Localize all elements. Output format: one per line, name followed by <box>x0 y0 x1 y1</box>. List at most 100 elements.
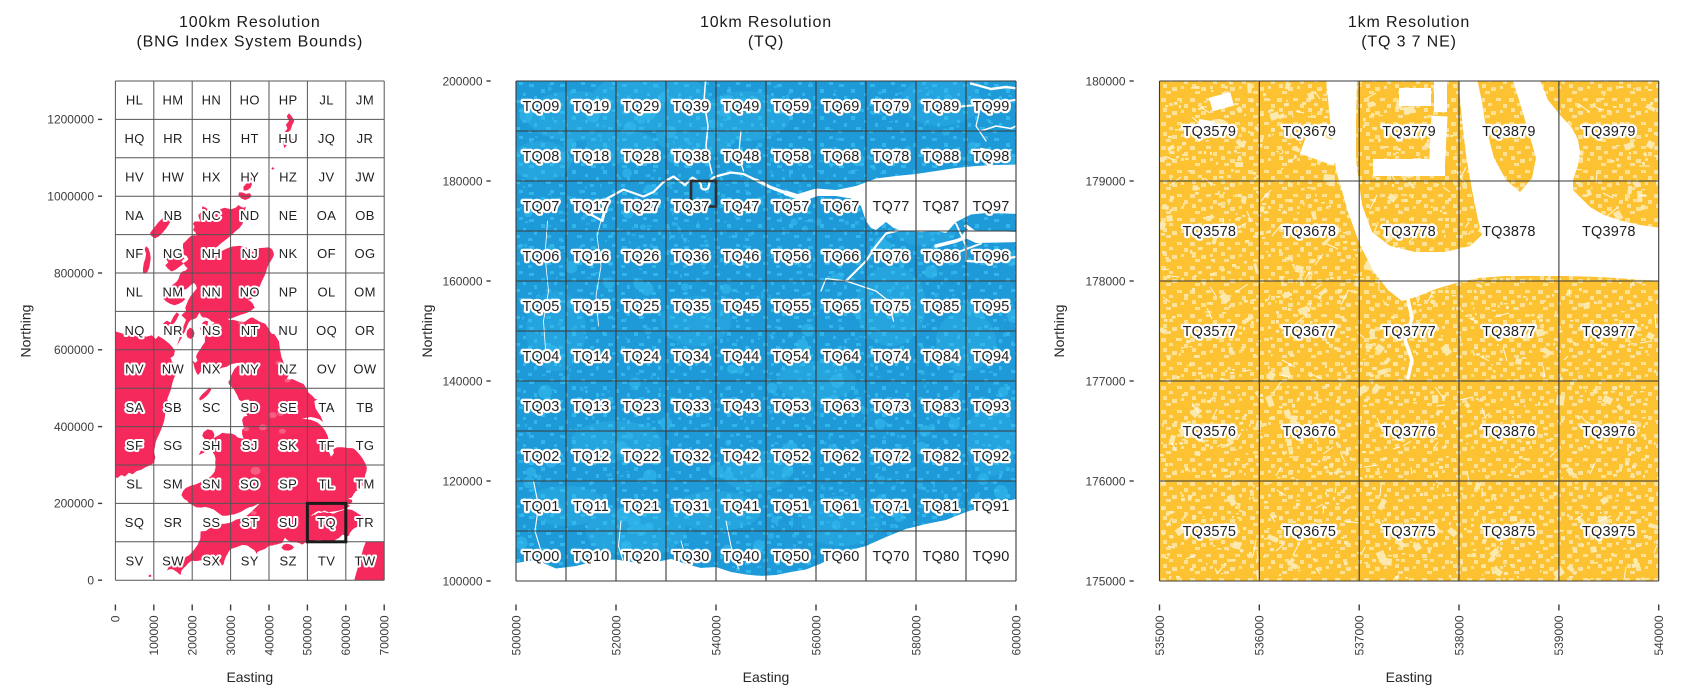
svg-text:HR: HR <box>163 131 183 146</box>
svg-text:TQ34: TQ34 <box>672 349 709 365</box>
svg-text:NW: NW <box>162 361 185 376</box>
svg-text:HL: HL <box>126 93 143 108</box>
svg-text:NO: NO <box>240 285 260 300</box>
svg-text:TQ17: TQ17 <box>572 199 609 215</box>
svg-text:Northing: Northing <box>18 305 34 358</box>
svg-text:0: 0 <box>109 615 123 622</box>
svg-text:NB: NB <box>164 208 183 223</box>
svg-text:SV: SV <box>126 553 144 568</box>
svg-text:TQ3877: TQ3877 <box>1482 324 1536 340</box>
svg-text:400000: 400000 <box>262 615 276 655</box>
svg-text:NA: NA <box>125 208 144 223</box>
svg-text:580000: 580000 <box>909 615 923 655</box>
svg-text:TQ84: TQ84 <box>922 349 959 365</box>
svg-text:TQ21: TQ21 <box>622 499 659 515</box>
svg-text:TQ65: TQ65 <box>822 299 859 315</box>
svg-text:TQ89: TQ89 <box>922 99 959 115</box>
svg-text:TQ05: TQ05 <box>522 299 559 315</box>
svg-text:TQ60: TQ60 <box>822 549 859 565</box>
svg-text:160000: 160000 <box>442 274 482 288</box>
svg-text:535000: 535000 <box>1153 615 1167 655</box>
svg-text:TQ3975: TQ3975 <box>1582 524 1636 540</box>
svg-text:600000: 600000 <box>339 615 353 655</box>
svg-text:HU: HU <box>278 131 298 146</box>
svg-text:NQ: NQ <box>124 323 144 338</box>
svg-text:TQ48: TQ48 <box>722 149 759 165</box>
svg-text:TQ58: TQ58 <box>772 149 809 165</box>
svg-text:NT: NT <box>241 323 259 338</box>
svg-text:TQ00: TQ00 <box>522 549 559 565</box>
svg-text:Easting: Easting <box>226 669 273 685</box>
svg-text:TQ94: TQ94 <box>972 349 1009 365</box>
svg-text:TQ3577: TQ3577 <box>1183 324 1237 340</box>
svg-text:560000: 560000 <box>809 615 823 655</box>
svg-text:TQ71: TQ71 <box>872 499 909 515</box>
svg-text:TQ38: TQ38 <box>672 149 709 165</box>
svg-text:SW: SW <box>162 553 184 568</box>
svg-text:TQ36: TQ36 <box>672 249 709 265</box>
svg-text:NC: NC <box>202 208 222 223</box>
svg-text:SB: SB <box>164 400 182 415</box>
svg-text:TQ69: TQ69 <box>822 99 859 115</box>
svg-text:TQ23: TQ23 <box>622 399 659 415</box>
svg-text:538000: 538000 <box>1452 615 1466 655</box>
svg-text:TQ90: TQ90 <box>972 549 1009 565</box>
svg-text:520000: 520000 <box>609 615 623 655</box>
svg-text:TQ3579: TQ3579 <box>1183 124 1237 140</box>
svg-text:176000: 176000 <box>1085 474 1125 488</box>
svg-text:500000: 500000 <box>509 615 523 655</box>
svg-text:NM: NM <box>162 285 183 300</box>
svg-text:TQ53: TQ53 <box>772 399 809 415</box>
svg-text:TQ19: TQ19 <box>572 99 609 115</box>
svg-text:TQ56: TQ56 <box>772 249 809 265</box>
svg-text:ND: ND <box>240 208 260 223</box>
svg-text:TQ40: TQ40 <box>722 549 759 565</box>
svg-text:NK: NK <box>279 246 298 261</box>
svg-text:180000: 180000 <box>1085 74 1125 88</box>
svg-text:SH: SH <box>202 438 221 453</box>
svg-text:SO: SO <box>240 477 260 492</box>
svg-text:TQ02: TQ02 <box>522 449 559 465</box>
svg-text:TQ46: TQ46 <box>722 249 759 265</box>
svg-text:TQ04: TQ04 <box>522 349 559 365</box>
svg-text:Northing: Northing <box>1051 305 1067 358</box>
svg-text:TQ72: TQ72 <box>872 449 909 465</box>
svg-text:HQ: HQ <box>124 131 144 146</box>
svg-text:TQ99: TQ99 <box>972 99 1009 115</box>
svg-text:OA: OA <box>317 208 337 223</box>
svg-text:OM: OM <box>354 285 376 300</box>
svg-text:TQ20: TQ20 <box>622 549 659 565</box>
svg-text:NU: NU <box>278 323 298 338</box>
svg-text:TQ78: TQ78 <box>872 149 909 165</box>
svg-text:TQ3779: TQ3779 <box>1382 124 1436 140</box>
svg-text:TQ: TQ <box>317 515 336 530</box>
svg-text:TQ10: TQ10 <box>572 549 609 565</box>
svg-text:SN: SN <box>202 477 221 492</box>
svg-text:TQ3777: TQ3777 <box>1382 324 1436 340</box>
svg-text:HX: HX <box>202 169 221 184</box>
svg-text:NZ: NZ <box>279 361 297 376</box>
svg-text:TG: TG <box>356 438 375 453</box>
svg-text:TQ26: TQ26 <box>622 249 659 265</box>
svg-text:SE: SE <box>279 400 297 415</box>
svg-text:TQ3878: TQ3878 <box>1482 224 1536 240</box>
svg-text:SQ: SQ <box>125 515 145 530</box>
svg-text:SY: SY <box>241 553 259 568</box>
svg-text:(TQ): (TQ) <box>748 33 784 50</box>
svg-text:TQ3679: TQ3679 <box>1283 124 1337 140</box>
svg-text:TQ77: TQ77 <box>872 199 909 215</box>
svg-text:TQ81: TQ81 <box>922 499 959 515</box>
svg-text:TQ97: TQ97 <box>972 199 1009 215</box>
svg-text:NL: NL <box>126 285 143 300</box>
svg-text:SU: SU <box>279 515 298 530</box>
svg-text:TQ25: TQ25 <box>622 299 659 315</box>
svg-text:HO: HO <box>240 93 260 108</box>
svg-text:OV: OV <box>317 361 337 376</box>
svg-text:TW: TW <box>354 553 375 568</box>
svg-text:TQ42: TQ42 <box>722 449 759 465</box>
svg-text:SD: SD <box>240 400 259 415</box>
svg-text:TQ3976: TQ3976 <box>1582 424 1636 440</box>
svg-text:TQ03: TQ03 <box>522 399 559 415</box>
svg-text:TQ64: TQ64 <box>822 349 859 365</box>
svg-text:HV: HV <box>125 169 144 184</box>
